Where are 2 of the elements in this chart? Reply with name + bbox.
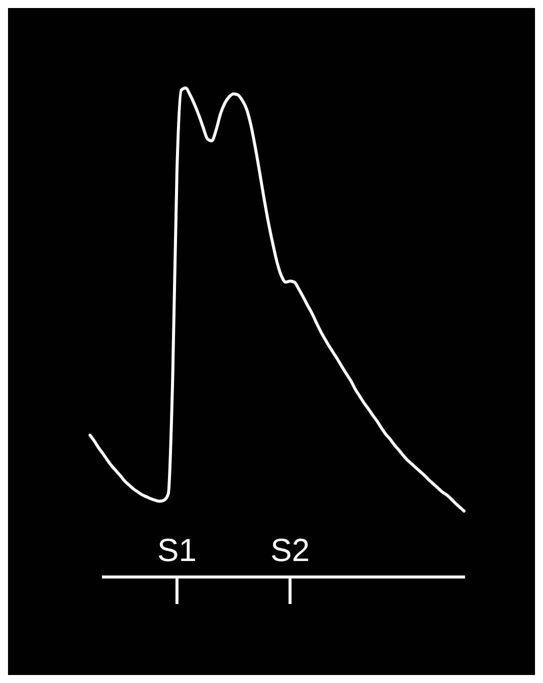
x-tick-label: S2	[270, 532, 310, 568]
x-tick-label: S1	[157, 532, 197, 568]
